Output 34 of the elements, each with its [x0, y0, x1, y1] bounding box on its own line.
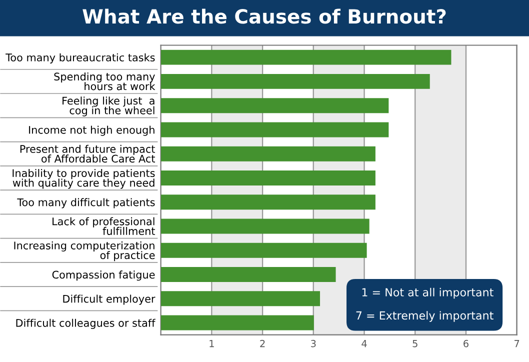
x-tick-label: 4 — [362, 340, 367, 348]
x-tick-label: 2 — [260, 340, 265, 348]
y-tick-label: Difficult employer — [63, 294, 156, 305]
x-tick-label: 7 — [514, 340, 520, 348]
y-tick-label: Compassion fatigue — [52, 270, 155, 281]
y-tick-label: Lack of professional fulfillment — [52, 217, 156, 235]
bar — [160, 170, 376, 186]
y-tick-label: Income not high enough — [29, 126, 154, 136]
chart-title: What Are the Causes of Burnout? — [82, 8, 446, 24]
x-tick-label: 3 — [311, 340, 316, 348]
bar — [160, 122, 389, 138]
annotation: 1 = Not at all important — [362, 288, 494, 299]
bar — [160, 74, 430, 89]
bar — [160, 242, 367, 258]
y-tick-label: Increasing computerization of practice — [14, 241, 155, 262]
bar — [160, 146, 376, 162]
bar — [160, 98, 389, 114]
y-tick-label: Too many bureaucratic tasks — [6, 53, 155, 64]
y-tick-label: Present and future impact of Affordable Care Act — [20, 144, 156, 163]
annotation: 7 = Extremely important — [356, 311, 494, 322]
bar — [160, 218, 370, 234]
bar — [160, 291, 320, 306]
y-tick-label: Inability to provide patients with quality care they need — [12, 168, 155, 189]
y-tick-label: Spending too many hours at work — [54, 72, 156, 90]
bar — [160, 50, 452, 65]
y-tick-label: Difficult colleagues or staff — [16, 318, 156, 329]
bar — [160, 267, 336, 282]
y-tick-label: Too many difficult patients — [17, 198, 155, 208]
x-tick-label: 1 — [210, 340, 214, 348]
y-tick-label: Feeling like just a cog in the wheel — [62, 96, 154, 116]
bar — [160, 194, 376, 210]
bar — [160, 315, 314, 330]
x-tick-label: 5 — [412, 340, 418, 348]
x-tick-label: 6 — [464, 340, 468, 348]
